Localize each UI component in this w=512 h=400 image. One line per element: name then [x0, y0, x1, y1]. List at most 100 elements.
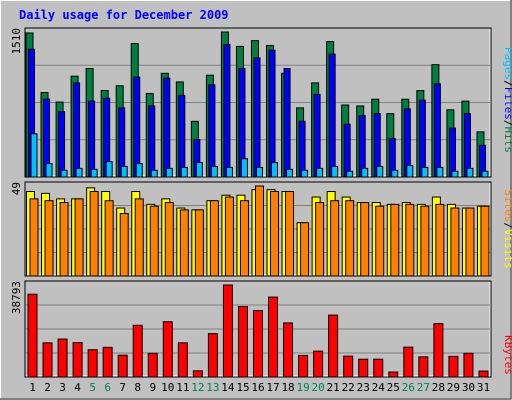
sites-bar [390, 203, 400, 277]
kbytes-bar [27, 293, 38, 378]
files-bar [448, 127, 456, 178]
kbytes-bar [57, 338, 68, 378]
pages-bar [60, 169, 68, 178]
files-bar [148, 105, 156, 178]
sites-bar [89, 191, 99, 277]
x-tick-label: 12 [191, 381, 204, 394]
kbytes-bar [42, 342, 53, 378]
y-max-label: 38793 [10, 281, 23, 314]
sites-bar [194, 209, 204, 277]
pages-bar [90, 168, 98, 178]
pages-bar [120, 165, 128, 178]
x-tick-label: 3 [59, 381, 66, 394]
pages-bar [75, 167, 83, 178]
x-tick-label: 6 [104, 381, 111, 394]
x-tick-label: 24 [372, 381, 386, 394]
kbytes-bar [298, 354, 309, 378]
x-tick-label: 27 [417, 381, 430, 394]
pages-bar [30, 133, 38, 178]
pages-bar [180, 166, 188, 178]
x-tick-label: 2 [44, 381, 51, 394]
pages-bar [331, 165, 339, 178]
sites-bar [149, 205, 159, 277]
pages-bar [406, 164, 414, 178]
pages-bar [316, 167, 324, 178]
files-bar [163, 77, 171, 178]
kbytes-bar [147, 352, 158, 378]
kbytes-bar [237, 306, 248, 378]
pages-bar [271, 162, 279, 178]
sites-bar [134, 198, 144, 277]
x-tick-label: 8 [134, 381, 141, 394]
pages-bar [451, 170, 459, 178]
x-tick-label: 25 [387, 381, 400, 394]
kbytes-bar [313, 350, 324, 378]
files-bar [88, 100, 96, 178]
pages-bar [225, 166, 233, 178]
kbytes-bar [478, 370, 489, 378]
files-bar [133, 76, 141, 178]
sites-panel-legend: Sites/Visits [502, 189, 512, 269]
pages-bar [165, 167, 173, 178]
x-tick-label: 22 [342, 381, 355, 394]
kbytes-bar [283, 322, 294, 378]
sites-bar [209, 200, 219, 277]
kbytes-bar [222, 284, 233, 378]
sites-bar [239, 200, 249, 277]
kbytes-bar [433, 323, 444, 378]
pages-bar [135, 163, 143, 178]
pages-bar [361, 167, 369, 178]
sites-bar [285, 191, 295, 277]
files-bar [178, 94, 186, 178]
x-tick-label: 7 [119, 381, 126, 394]
sites-bar [270, 191, 280, 277]
pages-bar [240, 158, 248, 178]
kbytes-bar [448, 355, 459, 378]
x-tick-label: 20 [312, 381, 325, 394]
kbytes-bar [373, 358, 384, 378]
files-bar [268, 49, 276, 178]
pages-bar [481, 170, 489, 178]
sites-bar [119, 213, 129, 277]
x-tick-label: 18 [281, 381, 294, 394]
pages-bar [150, 169, 158, 178]
hits-panel-legend: Pages/Files/Hits [502, 47, 512, 153]
y-max-label: 1510 [10, 28, 23, 55]
kbytes-bar [268, 296, 279, 378]
x-tick-label: 15 [236, 381, 249, 394]
sites-bar [435, 203, 445, 277]
files-bar [358, 115, 366, 178]
sites-bar [465, 207, 475, 277]
sites-bar [164, 202, 174, 277]
files-bar [58, 111, 66, 178]
pages-bar [195, 162, 203, 178]
kbytes-bar [252, 310, 263, 378]
kbytes-bar [192, 370, 203, 378]
files-bar [328, 53, 336, 178]
x-tick-label: 23 [357, 381, 370, 394]
x-tick-label: 31 [477, 381, 490, 394]
files-bar [223, 43, 231, 178]
kbytes-bar [418, 356, 429, 378]
x-tick-label: 16 [251, 381, 264, 394]
files-bar [313, 93, 321, 178]
kbytes-bar [102, 346, 113, 378]
pages-bar [376, 165, 384, 178]
pages-bar [255, 166, 263, 178]
x-tick-label: 10 [161, 381, 174, 394]
kbytes-bar [388, 371, 399, 378]
x-tick-label: 9 [149, 381, 156, 394]
x-tick-label: 5 [89, 381, 96, 394]
sites-bar [254, 185, 264, 277]
kbytes-bar [72, 342, 83, 378]
sites-bar [44, 200, 54, 277]
sites-bar [375, 205, 385, 277]
sites-bar [59, 202, 69, 277]
sites-bar [405, 203, 415, 277]
x-tick-label: 21 [327, 381, 340, 394]
pages-bar [421, 166, 429, 178]
pages-bar [45, 163, 53, 178]
x-tick-label: 26 [402, 381, 415, 394]
x-tick-label: 19 [296, 381, 309, 394]
x-tick-label: 30 [462, 381, 475, 394]
